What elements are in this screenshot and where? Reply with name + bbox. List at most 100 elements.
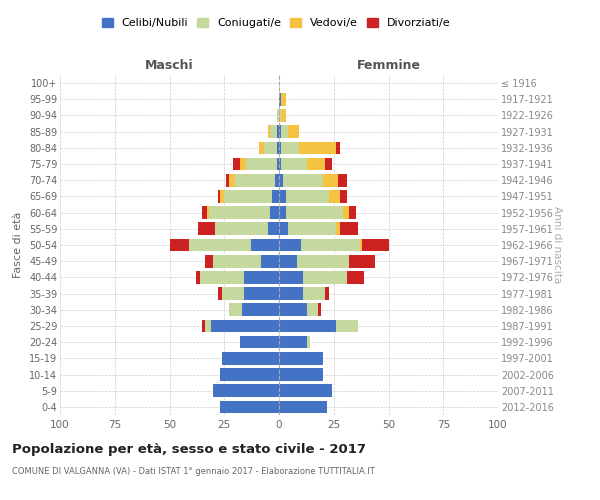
Bar xyxy=(279,238,301,252)
Bar xyxy=(279,271,303,283)
Bar xyxy=(281,126,288,138)
Bar xyxy=(268,222,279,235)
Bar xyxy=(301,238,360,252)
Bar xyxy=(283,174,323,186)
Bar xyxy=(279,126,281,138)
Bar xyxy=(336,222,340,235)
Bar xyxy=(281,158,307,170)
Bar xyxy=(270,126,277,138)
Bar xyxy=(279,255,296,268)
Bar xyxy=(251,238,279,252)
Bar xyxy=(279,174,283,186)
Bar xyxy=(288,222,336,235)
Bar xyxy=(239,336,279,348)
Bar xyxy=(325,158,332,170)
Bar xyxy=(277,142,279,154)
Text: Femmine: Femmine xyxy=(356,59,421,72)
Bar xyxy=(189,238,251,252)
Bar xyxy=(279,109,281,122)
Bar xyxy=(277,158,279,170)
Bar xyxy=(286,206,343,219)
Text: Maschi: Maschi xyxy=(145,59,194,72)
Bar xyxy=(220,190,224,202)
Bar xyxy=(340,190,347,202)
Bar xyxy=(205,320,211,332)
Bar xyxy=(202,320,205,332)
Text: Popolazione per età, sesso e stato civile - 2017: Popolazione per età, sesso e stato civil… xyxy=(12,442,366,456)
Y-axis label: Fasce di età: Fasce di età xyxy=(13,212,23,278)
Bar xyxy=(281,142,299,154)
Bar xyxy=(215,222,268,235)
Bar xyxy=(281,109,286,122)
Bar xyxy=(239,158,246,170)
Bar xyxy=(279,336,307,348)
Bar xyxy=(218,190,220,202)
Bar xyxy=(336,320,358,332)
Bar xyxy=(319,304,320,316)
Bar xyxy=(198,222,215,235)
Bar xyxy=(286,190,329,202)
Bar xyxy=(272,190,279,202)
Bar xyxy=(263,142,277,154)
Bar xyxy=(229,174,235,186)
Bar xyxy=(242,304,279,316)
Bar xyxy=(296,255,349,268)
Bar xyxy=(220,400,279,413)
Bar xyxy=(349,255,376,268)
Bar xyxy=(229,304,242,316)
Bar xyxy=(299,142,336,154)
Bar xyxy=(279,93,281,106)
Bar xyxy=(200,271,244,283)
Bar xyxy=(340,222,358,235)
Bar xyxy=(362,238,389,252)
Y-axis label: Anni di nascita: Anni di nascita xyxy=(552,206,562,284)
Bar xyxy=(222,352,279,364)
Bar xyxy=(246,158,277,170)
Bar xyxy=(244,271,279,283)
Bar xyxy=(196,271,200,283)
Bar xyxy=(214,384,279,397)
Bar xyxy=(349,206,356,219)
Bar xyxy=(343,206,349,219)
Bar xyxy=(347,271,364,283)
Bar xyxy=(279,222,288,235)
Bar xyxy=(288,126,299,138)
Bar xyxy=(279,384,332,397)
Bar xyxy=(307,304,319,316)
Bar xyxy=(275,174,279,186)
Bar xyxy=(244,288,279,300)
Bar xyxy=(214,255,262,268)
Bar xyxy=(209,206,270,219)
Bar xyxy=(226,174,229,186)
Bar xyxy=(222,288,244,300)
Bar xyxy=(202,206,207,219)
Bar xyxy=(279,142,281,154)
Bar xyxy=(233,158,239,170)
Bar xyxy=(336,142,340,154)
Bar xyxy=(279,352,323,364)
Bar xyxy=(323,174,338,186)
Bar xyxy=(270,206,279,219)
Bar xyxy=(211,320,279,332)
Bar xyxy=(281,93,286,106)
Bar xyxy=(279,190,286,202)
Bar xyxy=(262,255,279,268)
Bar xyxy=(279,304,307,316)
Bar xyxy=(277,109,279,122)
Bar xyxy=(360,238,362,252)
Bar xyxy=(303,271,347,283)
Bar xyxy=(279,368,323,381)
Bar xyxy=(279,288,303,300)
Bar xyxy=(277,126,279,138)
Bar xyxy=(279,320,336,332)
Bar xyxy=(325,288,329,300)
Legend: Celibi/Nubili, Coniugati/e, Vedovi/e, Divorziati/e: Celibi/Nubili, Coniugati/e, Vedovi/e, Di… xyxy=(97,13,455,32)
Bar xyxy=(303,288,325,300)
Bar xyxy=(224,190,272,202)
Bar xyxy=(235,174,275,186)
Bar xyxy=(338,174,347,186)
Bar xyxy=(279,400,327,413)
Bar xyxy=(220,368,279,381)
Bar xyxy=(279,206,286,219)
Bar xyxy=(279,158,281,170)
